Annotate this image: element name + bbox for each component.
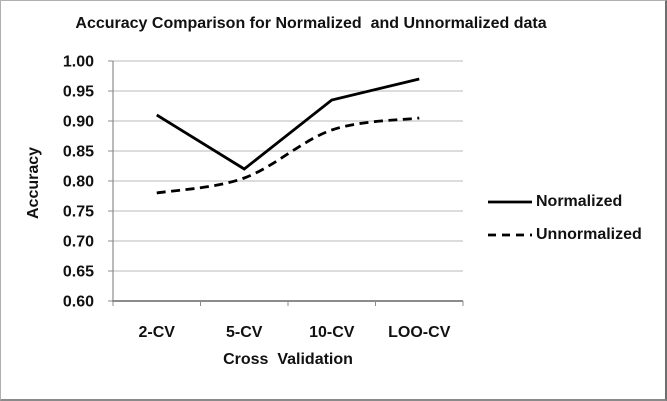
x-axis-title: Cross Validation — [223, 351, 353, 368]
y-tick-label: 1.00 — [63, 54, 94, 71]
series-line-unnormalized — [156, 116, 420, 195]
y-tick-label: 0.75 — [63, 204, 94, 221]
chart-title: Accuracy Comparison for Normalized and U… — [75, 15, 547, 32]
x-category-label: 10-CV — [309, 324, 355, 341]
x-category-label: 5-CV — [226, 324, 263, 341]
legend-label-unnormalized: Unnormalized — [536, 225, 642, 243]
series-line-normalized — [156, 77, 420, 171]
dashed-line-swatch-icon — [488, 233, 532, 237]
y-tick-label: 0.65 — [63, 264, 94, 281]
y-tick-label: 0.95 — [63, 84, 94, 101]
y-tick-label: 0.90 — [63, 114, 94, 131]
solid-line-swatch-icon — [488, 200, 532, 204]
y-tick-label: 0.60 — [63, 294, 94, 311]
legend-label-normalized: Normalized — [536, 192, 623, 210]
y-tick-label: 0.80 — [63, 174, 94, 191]
legend: Normalized Unnormalized — [487, 190, 642, 246]
legend-item-unnormalized: Unnormalized — [487, 223, 642, 246]
legend-item-normalized: Normalized — [487, 190, 642, 213]
y-tick-label: 0.85 — [63, 144, 94, 161]
y-tick-label: 0.70 — [63, 234, 94, 251]
x-category-label: 2-CV — [139, 324, 176, 341]
x-category-label: LOO-CV — [388, 324, 451, 341]
